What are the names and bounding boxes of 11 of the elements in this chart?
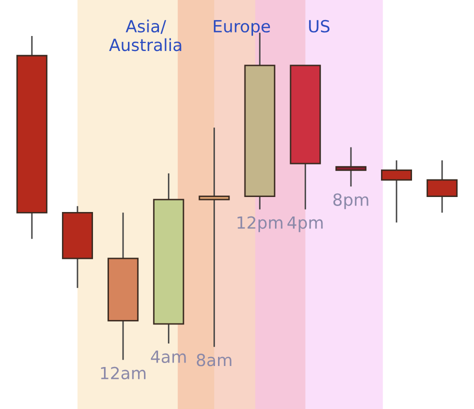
x-tick-label: 4pm — [287, 216, 323, 232]
text: US — [309, 20, 330, 33]
annotation: Europe — [214, 20, 270, 36]
x-tick-label: 8am — [196, 354, 232, 366]
x-tick-label: 4am — [150, 350, 186, 364]
candlestick — [198, 126, 230, 348]
x-tick-label: 12am — [101, 366, 146, 380]
x-tick-label: 12pm — [238, 216, 282, 232]
candlestick — [335, 146, 366, 188]
annotation: Asia/ Australia — [109, 20, 182, 52]
x-tick-label: 8pm — [333, 193, 368, 210]
